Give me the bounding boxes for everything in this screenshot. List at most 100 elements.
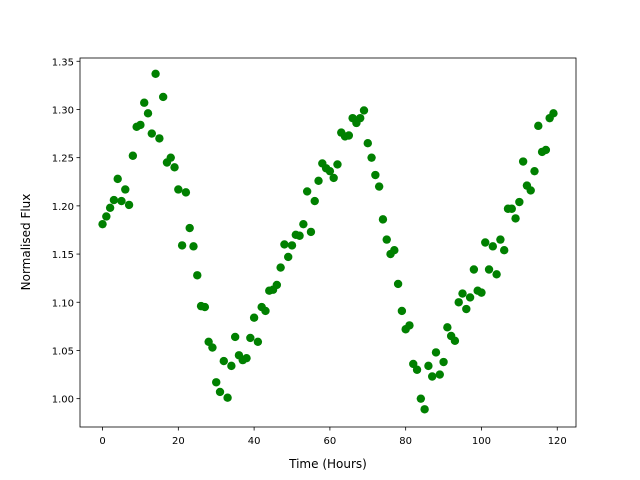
point xyxy=(143,109,153,118)
point xyxy=(356,113,365,123)
point xyxy=(128,151,138,160)
y-tick-label: 1.35 xyxy=(52,57,74,68)
point xyxy=(462,304,471,314)
point xyxy=(174,185,183,194)
point xyxy=(492,270,501,279)
point xyxy=(439,357,448,367)
y-tick-label: 1.15 xyxy=(52,250,74,261)
x-axis-label: Time (Hours) xyxy=(288,457,367,471)
point xyxy=(371,170,380,180)
point xyxy=(185,223,194,233)
plot-area xyxy=(98,69,558,414)
point xyxy=(378,215,388,224)
point xyxy=(230,332,240,342)
point xyxy=(261,306,270,316)
x-tick-label: 100 xyxy=(472,436,491,447)
point xyxy=(443,323,452,332)
point xyxy=(227,361,236,371)
point xyxy=(488,242,498,251)
point xyxy=(477,288,486,297)
point xyxy=(507,204,516,213)
point xyxy=(105,203,115,212)
axes-frame xyxy=(79,57,577,428)
point xyxy=(515,197,524,207)
point xyxy=(469,265,479,274)
point xyxy=(212,378,221,387)
point xyxy=(393,279,403,289)
point xyxy=(428,372,437,381)
point xyxy=(219,356,228,366)
point xyxy=(166,153,175,162)
point xyxy=(299,219,308,229)
point xyxy=(458,289,467,298)
point xyxy=(98,219,107,229)
point xyxy=(499,246,509,255)
point xyxy=(306,227,316,237)
point xyxy=(325,166,335,176)
point xyxy=(435,370,444,379)
point xyxy=(450,336,460,346)
point xyxy=(526,186,535,195)
point xyxy=(541,145,551,155)
y-tick-label: 1.10 xyxy=(52,298,74,309)
point xyxy=(124,200,134,210)
point xyxy=(102,212,111,221)
point xyxy=(208,343,217,352)
point xyxy=(284,252,293,262)
point xyxy=(181,188,191,197)
point xyxy=(155,134,164,143)
point xyxy=(314,176,323,186)
point xyxy=(424,361,433,371)
point xyxy=(405,321,414,330)
point xyxy=(518,157,528,166)
point xyxy=(496,235,505,244)
point xyxy=(276,263,285,272)
point xyxy=(280,240,289,249)
point xyxy=(367,153,376,162)
point xyxy=(295,231,304,240)
point xyxy=(420,405,429,414)
point xyxy=(530,166,539,176)
y-axis-label: Normalised Flux xyxy=(19,194,33,291)
point xyxy=(484,265,494,274)
point xyxy=(200,302,210,312)
point xyxy=(215,387,225,397)
point xyxy=(109,195,119,205)
x-tick-label: 120 xyxy=(548,436,567,447)
point xyxy=(416,394,426,403)
point xyxy=(382,235,391,244)
x-tick-label: 20 xyxy=(172,436,185,447)
point xyxy=(454,298,463,307)
point xyxy=(465,293,475,302)
point xyxy=(170,163,179,172)
point xyxy=(177,241,187,250)
point xyxy=(223,393,232,402)
point xyxy=(158,92,168,102)
y-tick-label: 1.20 xyxy=(52,202,74,213)
point xyxy=(534,121,543,131)
point xyxy=(310,196,319,206)
point xyxy=(253,337,263,346)
point xyxy=(363,139,372,148)
point xyxy=(147,129,157,138)
x-tick-label: 40 xyxy=(248,436,261,447)
x-tick-label: 0 xyxy=(99,436,105,447)
point xyxy=(481,238,490,247)
point xyxy=(136,120,145,130)
y-tick-label: 1.30 xyxy=(52,105,74,116)
y-tick-label: 1.25 xyxy=(52,154,74,165)
point xyxy=(397,306,407,316)
point xyxy=(431,348,441,357)
point xyxy=(302,187,312,196)
point xyxy=(246,333,255,343)
point xyxy=(151,69,160,79)
point xyxy=(390,246,399,255)
point xyxy=(117,196,126,206)
point xyxy=(344,131,354,140)
point xyxy=(549,109,558,118)
point xyxy=(359,106,369,115)
point xyxy=(511,214,520,223)
point xyxy=(374,182,384,191)
